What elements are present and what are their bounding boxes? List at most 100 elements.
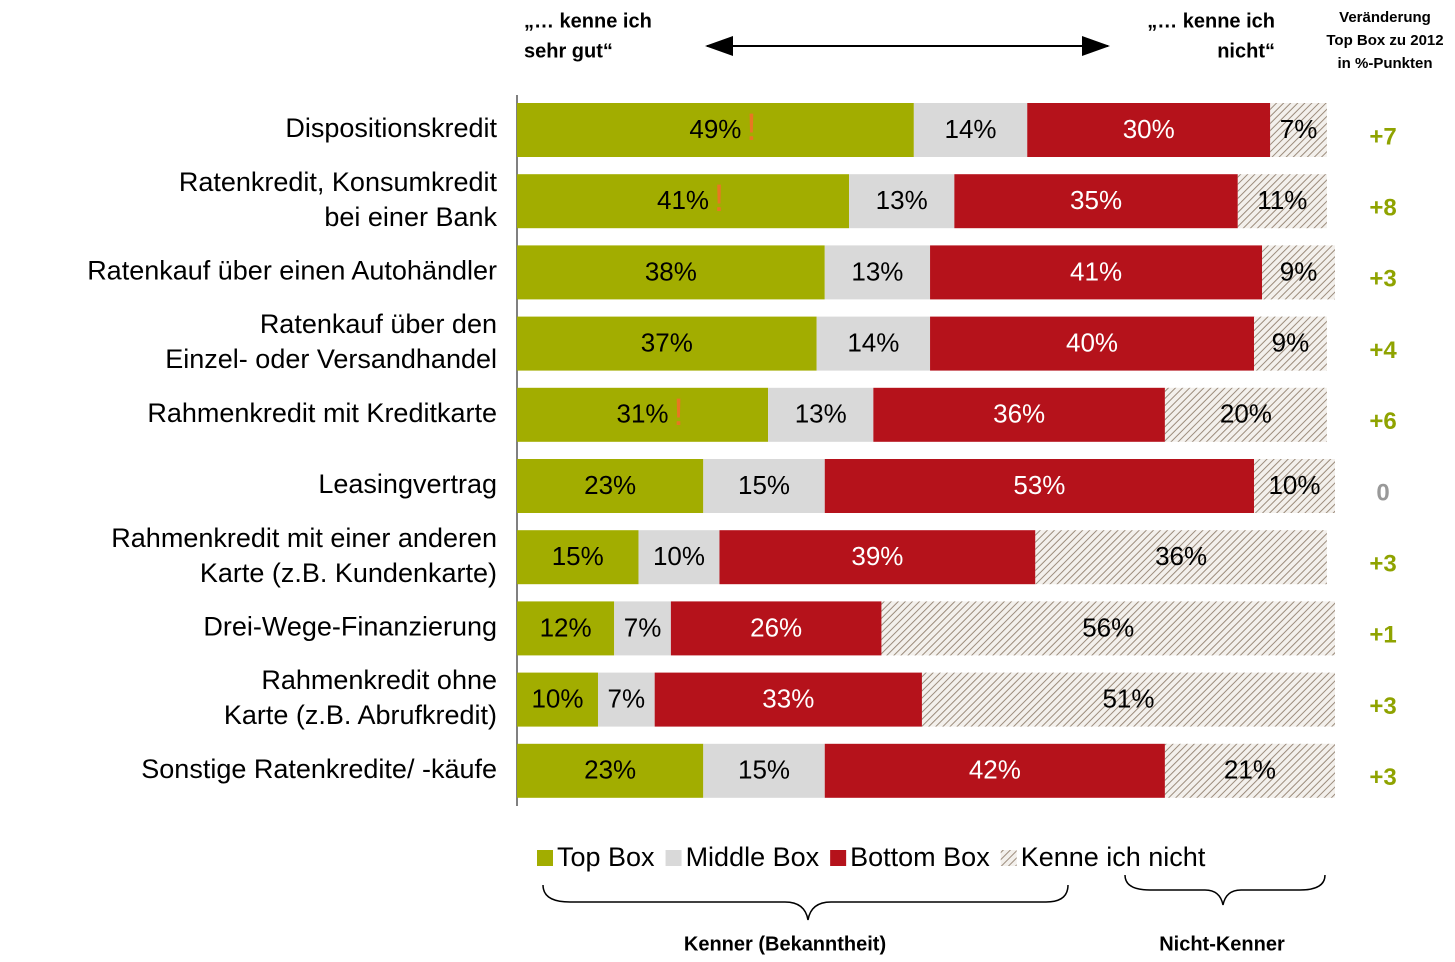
- change-label: +7: [1369, 123, 1396, 150]
- brace-nicht-kenner: [1124, 874, 1326, 906]
- bar-segment: [913, 103, 1028, 157]
- bar-segment: [517, 245, 825, 300]
- bar-segment: [824, 459, 1255, 513]
- category-label: Einzel- oder Versandhandel: [165, 344, 497, 374]
- value-label: 9%: [1272, 327, 1310, 357]
- bar-segment: [873, 387, 1165, 442]
- change-label: +1: [1369, 622, 1396, 649]
- bar-segment: [703, 459, 825, 513]
- value-label: 36%: [1155, 541, 1207, 571]
- bar-segment: [703, 743, 825, 798]
- bar-segment: [654, 672, 922, 727]
- value-label: 15%: [552, 541, 604, 571]
- category-label: Karte (z.B. Abrufkredit): [224, 700, 497, 730]
- change-label: +3: [1369, 551, 1396, 578]
- value-label: 33%: [762, 683, 814, 713]
- value-label: 13%: [795, 399, 847, 429]
- change-label: 0: [1376, 479, 1389, 506]
- change-label: +8: [1369, 195, 1396, 222]
- legend-swatch: [830, 850, 847, 866]
- bar-segment: [517, 459, 704, 513]
- bar-segment: [517, 743, 704, 798]
- value-label: 13%: [851, 256, 903, 286]
- change-label: +4: [1369, 337, 1397, 364]
- bar-segment: [1237, 174, 1327, 229]
- bar-segment: [670, 601, 882, 656]
- value-label: 36%: [993, 399, 1045, 429]
- category-label: Sonstige Ratenkredite/ -käufe: [141, 754, 497, 784]
- value-label: 15%: [738, 755, 790, 785]
- category-label: Karte (z.B. Kundenkarte): [200, 558, 497, 588]
- right-annotation: nicht“: [1217, 40, 1275, 62]
- value-label: 11%: [1257, 185, 1307, 215]
- value-label: 21%: [1224, 755, 1276, 785]
- bar-segment: [719, 530, 1036, 585]
- category-label: Rahmenkredit ohne: [261, 665, 497, 695]
- legend-label: Bottom Box: [850, 842, 990, 872]
- flag: !: [746, 107, 757, 149]
- value-label: 49%: [689, 114, 741, 144]
- bar-segment: [1254, 316, 1327, 371]
- bar-segment: [849, 174, 955, 229]
- category-label: Ratenkauf über den: [260, 309, 497, 339]
- value-label: 38%: [645, 256, 697, 286]
- category-label: Drei-Wege-Finanzierung: [203, 612, 497, 642]
- bar-segment: [517, 316, 817, 371]
- value-label: 23%: [584, 470, 636, 500]
- bar-segment: [614, 601, 671, 656]
- value-label: 39%: [851, 541, 903, 571]
- bar-segment: [824, 245, 931, 300]
- bar-segment: [517, 387, 769, 442]
- bar-segment: [1270, 103, 1327, 157]
- bar-segment: [930, 245, 1263, 300]
- change-label: +3: [1369, 693, 1396, 720]
- bar-segment: [768, 387, 874, 442]
- bar-segment: [638, 530, 720, 585]
- bar-segment: [881, 601, 1335, 656]
- value-label: 31%: [617, 399, 669, 429]
- bar-segment: [517, 601, 615, 656]
- value-label: 10%: [531, 683, 583, 713]
- left-annotation: sehr gut“: [524, 40, 613, 62]
- bar-segment: [824, 743, 1165, 798]
- change-header: Veränderung: [1339, 9, 1431, 26]
- value-label: 56%: [1082, 612, 1134, 642]
- value-label: 10%: [653, 541, 705, 571]
- value-label: 9%: [1280, 256, 1318, 286]
- legend-swatch: [1000, 850, 1017, 866]
- bar-segment: [517, 530, 639, 585]
- bar-segment: [921, 672, 1335, 727]
- category-label: Dispositionskredit: [285, 113, 497, 143]
- category-label: Rahmenkredit mit einer anderen: [111, 523, 497, 553]
- value-label: 12%: [540, 612, 592, 642]
- change-header: in %-Punkten: [1337, 55, 1432, 72]
- bar-segment: [517, 174, 850, 229]
- category-label: Leasingvertrag: [318, 469, 497, 499]
- brace-label: Nicht-Kenner: [1159, 933, 1285, 955]
- category-label: Ratenkauf über einen Autohändler: [87, 256, 497, 286]
- value-label: 7%: [1280, 114, 1318, 144]
- legend-label: Kenne ich nicht: [1021, 842, 1206, 872]
- value-label: 10%: [1268, 470, 1320, 500]
- value-label: 30%: [1123, 114, 1175, 144]
- legend-label: Top Box: [557, 842, 655, 872]
- value-label: 42%: [969, 755, 1021, 785]
- bar-segment: [1164, 387, 1327, 442]
- value-label: 7%: [608, 683, 646, 713]
- bar-segment: [1027, 103, 1271, 157]
- change-label: +3: [1369, 764, 1396, 791]
- value-label: 14%: [847, 327, 899, 357]
- value-label: 20%: [1220, 399, 1272, 429]
- change-label: +6: [1369, 408, 1396, 435]
- bar-segment: [597, 672, 655, 727]
- brace-kenner: [542, 884, 1069, 921]
- value-label: 35%: [1070, 185, 1122, 215]
- value-label: 23%: [584, 755, 636, 785]
- bar-segment: [954, 174, 1238, 229]
- bar-segment: [517, 103, 914, 157]
- bar-segment: [1254, 459, 1335, 513]
- value-label: 40%: [1066, 327, 1118, 357]
- bar-segment: [517, 672, 598, 727]
- legend-label: Middle Box: [686, 842, 820, 872]
- category-label: bei einer Bank: [324, 202, 497, 232]
